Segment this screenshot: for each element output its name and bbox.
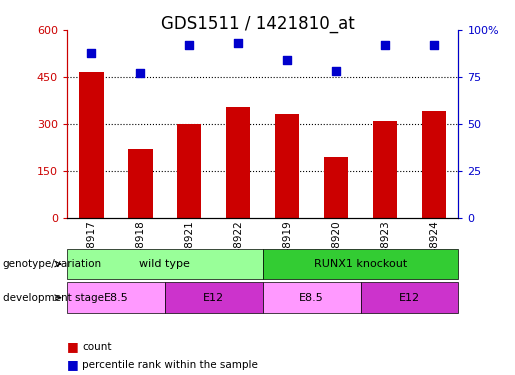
Text: genotype/variation: genotype/variation xyxy=(3,259,101,269)
Text: E8.5: E8.5 xyxy=(299,293,324,303)
Bar xyxy=(128,149,152,217)
Point xyxy=(430,42,438,48)
Text: wild type: wild type xyxy=(140,259,190,269)
Point xyxy=(283,57,291,63)
Text: count: count xyxy=(82,342,112,352)
Point xyxy=(136,70,144,76)
Bar xyxy=(422,111,446,218)
Bar xyxy=(226,106,250,218)
Point xyxy=(381,42,389,48)
Text: RUNX1 knockout: RUNX1 knockout xyxy=(314,259,407,269)
Point xyxy=(185,42,194,48)
Text: E12: E12 xyxy=(399,293,420,303)
Point xyxy=(88,50,96,55)
Text: GDS1511 / 1421810_at: GDS1511 / 1421810_at xyxy=(161,15,354,33)
Text: development stage: development stage xyxy=(3,293,104,303)
Text: ■: ■ xyxy=(67,358,79,371)
Bar xyxy=(324,157,348,218)
Point xyxy=(234,40,242,46)
Bar xyxy=(373,121,397,218)
Text: E8.5: E8.5 xyxy=(104,293,128,303)
Point xyxy=(332,68,340,74)
Text: ■: ■ xyxy=(67,340,79,353)
Bar xyxy=(79,72,104,217)
Bar xyxy=(177,124,201,218)
Text: percentile rank within the sample: percentile rank within the sample xyxy=(82,360,259,369)
Text: E12: E12 xyxy=(203,293,225,303)
Bar xyxy=(275,114,299,218)
